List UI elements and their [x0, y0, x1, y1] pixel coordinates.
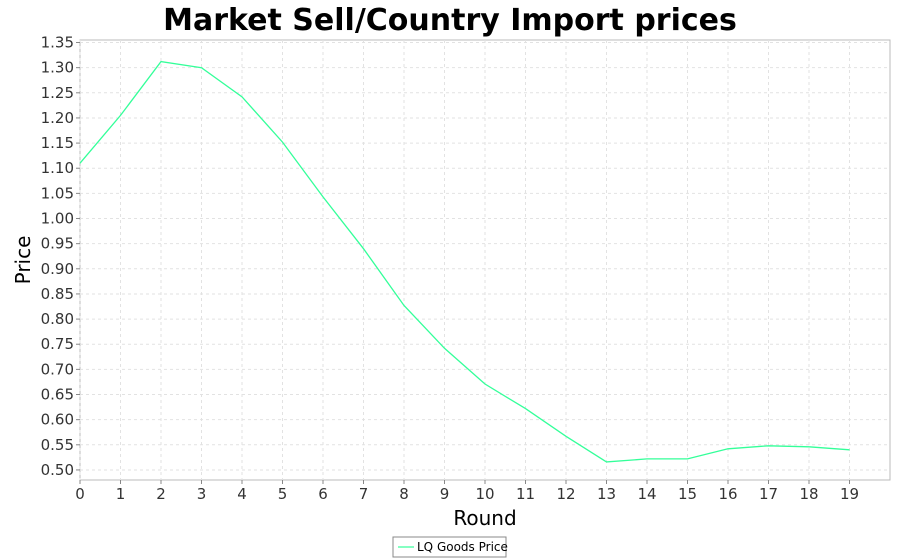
y-tick-label: 0.90 — [41, 260, 74, 278]
x-tick-label: 13 — [597, 485, 616, 503]
y-tick-label: 0.95 — [41, 235, 74, 253]
y-tick-label: 0.85 — [41, 285, 74, 303]
x-tick-label: 7 — [359, 485, 369, 503]
y-tick-label: 1.15 — [41, 134, 74, 152]
x-tick-label: 4 — [237, 485, 247, 503]
x-tick-label: 5 — [278, 485, 288, 503]
x-tick-label: 0 — [75, 485, 85, 503]
y-tick-label: 1.05 — [41, 184, 74, 202]
y-tick-label: 0.55 — [41, 436, 74, 454]
y-tick-label: 1.20 — [41, 109, 74, 127]
y-tick-label: 0.70 — [41, 360, 74, 378]
x-tick-label: 3 — [197, 485, 207, 503]
legend-box — [392, 536, 507, 558]
y-tick-label: 1.25 — [41, 84, 74, 102]
y-axis: 0.50 0.55 0.60 0.65 0.70 0.75 0.80 0.85 0.90 0.95… — [41, 34, 80, 479]
grid-lines — [79, 40, 890, 480]
x-tick-label: 6 — [318, 485, 328, 503]
x-axis-label: Round — [453, 506, 516, 530]
x-tick-label: 12 — [556, 485, 575, 503]
series-line-lq-goods-price — [79, 60, 850, 463]
y-tick-label: 1.00 — [41, 210, 74, 228]
y-tick-label: 0.50 — [41, 461, 74, 479]
x-tick-label: 11 — [516, 485, 535, 503]
chart-title: Market Sell/Country Import prices — [163, 3, 737, 38]
x-tick-label: 19 — [840, 485, 859, 503]
series-layer — [79, 60, 850, 463]
y-tick-label: 1.35 — [41, 34, 74, 52]
y-tick-label: 1.10 — [41, 159, 74, 177]
x-axis: 0 1 2 3 4 5 6 7 8 9 10 11 12 13 14 15 16 17 18 19 — [75, 480, 859, 503]
y-tick-label: 0.75 — [41, 335, 74, 353]
y-axis-label: Price — [11, 236, 35, 285]
y-tick-label: 0.60 — [41, 411, 74, 429]
legend-label: LQ Goods Price — [417, 540, 508, 554]
y-tick-label: 1.30 — [41, 59, 74, 77]
x-tick-label: 18 — [799, 485, 818, 503]
x-tick-label: 8 — [399, 485, 409, 503]
legend: LQ Goods Price — [392, 536, 508, 558]
x-tick-label: 15 — [678, 485, 697, 503]
x-tick-label: 1 — [116, 485, 126, 503]
y-tick-label: 0.80 — [41, 310, 74, 328]
x-tick-label: 10 — [475, 485, 494, 503]
x-tick-label: 14 — [637, 485, 656, 503]
y-tick-label: 0.65 — [41, 386, 74, 404]
x-tick-label: 16 — [718, 485, 737, 503]
x-tick-label: 9 — [440, 485, 450, 503]
x-tick-label: 2 — [156, 485, 166, 503]
x-tick-label: 17 — [759, 485, 778, 503]
